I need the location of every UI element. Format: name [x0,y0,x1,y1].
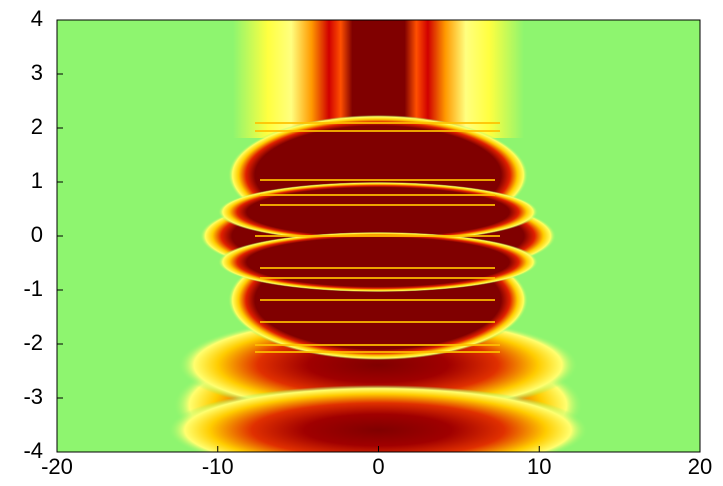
x-tick-label: -20 [41,454,73,479]
y-tick-label: -4 [23,438,43,463]
x-tick-label: 20 [688,454,712,479]
x-tick-label: -10 [202,454,234,479]
y-tick-label: -1 [23,276,43,301]
y-tick-label: 4 [31,6,43,31]
y-tick-label: -2 [23,330,43,355]
y-tick-label: -3 [23,384,43,409]
x-tick-label: 0 [372,454,384,479]
y-tick-label: 2 [31,114,43,139]
y-tick-label: 3 [31,60,43,85]
y-tick-label: 1 [31,168,43,193]
x-tick-label: 10 [527,454,551,479]
y-tick-label: 0 [31,222,43,247]
heatmap-image [57,20,700,452]
